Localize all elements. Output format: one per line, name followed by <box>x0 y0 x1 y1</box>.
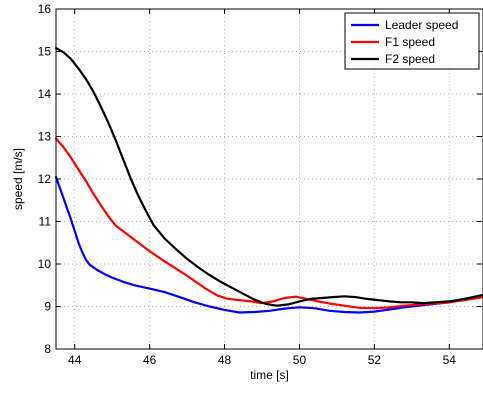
x-tick-label: 52 <box>368 353 382 367</box>
legend-entry-label: F2 speed <box>385 52 435 66</box>
x-tick-label: 54 <box>443 353 457 367</box>
x-tick-label: 48 <box>218 353 232 367</box>
y-tick-label: 14 <box>38 87 52 101</box>
series-line-0 <box>54 175 483 314</box>
x-axis-label: time [s] <box>250 368 289 382</box>
y-tick-label: 16 <box>38 2 52 16</box>
legend-entry-label: F1 speed <box>385 35 435 49</box>
series-line-2 <box>54 46 483 307</box>
y-tick-label: 13 <box>38 130 52 144</box>
axis-ticks <box>56 8 482 350</box>
y-tick-label: 12 <box>38 172 52 186</box>
legend-entry-label: Leader speed <box>385 18 458 32</box>
y-tick-label: 9 <box>44 300 51 314</box>
series-lines <box>54 46 483 314</box>
y-tick-label: 11 <box>39 215 52 229</box>
y-axis-label: speed [m/s] <box>11 148 25 210</box>
y-tick-label: 8 <box>44 342 51 356</box>
legend: Leader speed F1 speed F2 speed <box>344 12 480 70</box>
series-line-1 <box>54 137 483 310</box>
x-tick-label: 50 <box>293 353 307 367</box>
y-tick-label: 15 <box>38 45 52 59</box>
x-tick-label: 44 <box>68 353 82 367</box>
y-tick-label: 10 <box>38 257 52 271</box>
tick-labels: 44 46 48 50 52 54 8 9 10 11 12 13 14 15 16 <box>38 2 457 367</box>
x-tick-label: 46 <box>143 353 157 367</box>
